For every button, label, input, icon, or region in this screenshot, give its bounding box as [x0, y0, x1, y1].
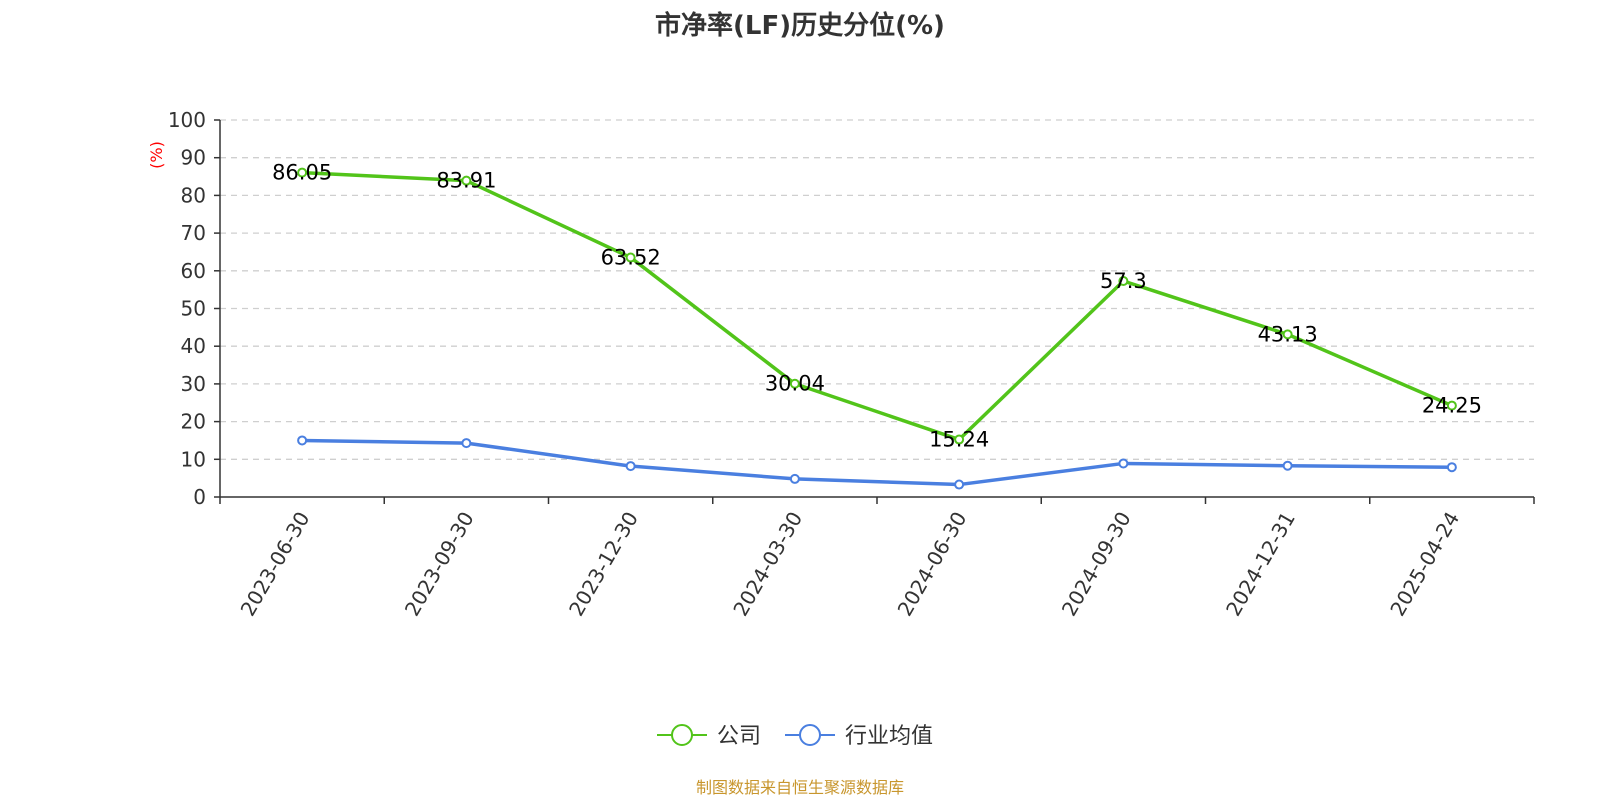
data-label: 86.05 [272, 161, 332, 185]
data-label: 63.52 [601, 246, 661, 270]
y-tick-label: 0 [193, 485, 206, 509]
data-point-company[interactable] [789, 378, 800, 389]
legend-label-company: 公司 [717, 724, 761, 749]
data-point-company[interactable] [1446, 400, 1457, 411]
data-point-industry-average[interactable] [297, 435, 308, 446]
y-axis-unit-label: (%) [147, 141, 166, 169]
data-point-company[interactable] [625, 252, 636, 263]
data-point-company[interactable] [461, 175, 472, 186]
data-point-company[interactable] [1282, 329, 1293, 340]
y-tick-label: 30 [181, 372, 206, 396]
data-point-industry-average[interactable] [1118, 458, 1129, 469]
x-tick-label: 2024-03-30 [728, 508, 807, 621]
data-point-industry-average[interactable] [1446, 462, 1457, 473]
x-tick-labels: 2023-06-30 2023-09-30 2023-12-30 2024-03-30… [236, 508, 1465, 621]
series-line-company [302, 170, 1453, 442]
y-tick-label: 40 [181, 334, 206, 358]
x-tick-label: 2023-06-30 [236, 508, 315, 621]
x-tick-label: 2023-12-30 [564, 508, 643, 621]
x-tick-label: 2024-12-31 [1221, 508, 1300, 621]
y-tick-label: 80 [181, 183, 206, 207]
grid-lines [220, 119, 1534, 460]
legend: 公司 行业均值 [657, 724, 933, 749]
data-label: 43.13 [1258, 322, 1318, 346]
legend-item-industry-average[interactable]: 行业均值 [785, 724, 933, 749]
data-label: 83.91 [436, 169, 496, 193]
data-label: 15.24 [929, 428, 989, 452]
y-tick-label: 60 [181, 259, 206, 283]
chart-title: 市净率(LF)历史分位(%) [655, 10, 945, 41]
data-point-company[interactable] [297, 167, 308, 178]
legend-circle-icon [799, 724, 821, 746]
axes [214, 119, 1535, 504]
y-tick-label: 90 [181, 146, 206, 170]
data-label: 24.25 [1422, 394, 1482, 418]
data-point-industry-average[interactable] [461, 438, 472, 449]
y-tick-label: 50 [181, 297, 206, 321]
data-point-industry-average[interactable] [1282, 460, 1293, 471]
series-lines [297, 167, 1457, 490]
y-tick-label: 100 [168, 108, 206, 132]
data-label: 30.04 [765, 372, 825, 396]
data-point-company[interactable] [1118, 275, 1129, 286]
y-tick-label: 10 [181, 447, 206, 471]
legend-item-company[interactable]: 公司 [657, 724, 761, 749]
data-labels: 86.05 83.91 63.52 30.04 15.24 57.3 43.13 24.25 [272, 161, 1482, 452]
y-tick-labels: 0 10 20 30 40 50 60 70 80 90 100 [168, 108, 206, 509]
legend-circle-icon [671, 724, 693, 746]
data-source-note: 制图数据来自恒生聚源数据库 [696, 778, 904, 797]
data-point-industry-average[interactable] [625, 461, 636, 472]
x-tick-label: 2024-09-30 [1057, 508, 1136, 621]
y-tick-label: 20 [181, 410, 206, 434]
data-point-industry-average[interactable] [789, 473, 800, 484]
data-label: 57.3 [1100, 269, 1147, 293]
data-point-industry-average[interactable] [954, 479, 965, 490]
legend-label-industry-average: 行业均值 [845, 724, 933, 749]
series-line-industry-average [302, 438, 1452, 487]
data-point-company[interactable] [954, 434, 965, 445]
x-tick-label: 2025-04-24 [1385, 508, 1464, 621]
x-tick-label: 2024-06-30 [893, 508, 972, 621]
x-tick-label: 2023-09-30 [400, 508, 479, 621]
y-tick-label: 70 [181, 221, 206, 245]
